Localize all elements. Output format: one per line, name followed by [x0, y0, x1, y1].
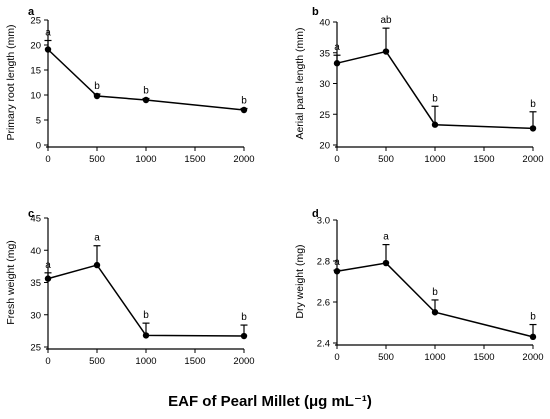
data-point	[333, 60, 341, 67]
x-tick-label: 1000	[135, 356, 156, 367]
y-tick-label: 25	[30, 343, 41, 354]
data-point	[240, 106, 248, 114]
significance-label: b	[432, 93, 438, 104]
y-tick-label: 35	[30, 278, 41, 289]
y-tick-label: 15	[30, 66, 41, 77]
y-tick-label: 20	[30, 41, 41, 52]
data-point	[333, 268, 341, 275]
y-tick-label: 0	[36, 141, 41, 152]
y-tick-label: 45	[30, 214, 41, 225]
data-point	[529, 125, 537, 132]
x-tick-label: 1500	[473, 154, 494, 165]
x-tick-label: 500	[378, 154, 394, 165]
panel-d: d 2.4 2.6 2.8 3.0 0 500 1000 1500 2000 Dry weight …	[294, 208, 544, 363]
panel-letter: a	[28, 6, 35, 18]
panel-a: a 0 5 10 15 20 25 0 500 1000 1500 2000 Primary root …	[5, 6, 255, 165]
data-point	[431, 309, 439, 316]
significance-label: a	[45, 28, 51, 39]
significance-label: b	[432, 287, 438, 298]
data-point	[529, 333, 537, 341]
y-tick-label: 20	[319, 141, 330, 152]
data-point	[93, 261, 101, 269]
significance-label: b	[94, 81, 100, 92]
y-tick-label: 5	[36, 116, 41, 127]
y-tick-label: 2.6	[317, 298, 330, 309]
y-axis-label: Dry weight (mg)	[294, 244, 306, 318]
y-tick-label: 25	[30, 16, 41, 27]
y-tick-label: 40	[319, 18, 330, 29]
y-tick-label: 3.0	[317, 216, 330, 227]
y-tick-label: 30	[30, 310, 41, 321]
data-point	[382, 48, 390, 55]
x-tick-label: 1500	[184, 154, 205, 165]
x-tick-label: 1500	[473, 352, 494, 363]
panel-letter: b	[312, 6, 319, 18]
series-line	[336, 262, 534, 338]
panel-letter: c	[28, 208, 34, 220]
significance-label: a	[334, 257, 340, 268]
x-tick-label: 2000	[522, 154, 543, 165]
series-line	[47, 264, 245, 337]
data-point	[142, 96, 150, 104]
significance-label: b	[241, 96, 247, 107]
y-axis-label: Fresh weight (mg)	[5, 240, 17, 325]
x-axis-title: EAF of Pearl Millet (μg mL⁻¹)	[168, 393, 372, 410]
x-tick-label: 0	[45, 356, 50, 367]
series-line	[336, 50, 534, 130]
significance-label: a	[383, 232, 389, 243]
x-tick-label: 2000	[233, 356, 254, 367]
y-tick-label: 2.4	[317, 339, 330, 350]
x-tick-label: 500	[89, 154, 105, 165]
panel-c: c 25 30 35 40 45 0 500 1000 1500 2000 Fresh weight …	[5, 208, 255, 367]
significance-label: b	[530, 312, 536, 323]
x-tick-label: 1000	[135, 154, 156, 165]
y-tick-label: 40	[30, 246, 41, 257]
x-tick-label: 0	[334, 352, 339, 363]
x-tick-label: 1500	[184, 356, 205, 367]
panel-b: b 20 25 30 35 40 0 500 1000 1500 2000 Aerial parts …	[294, 6, 544, 165]
x-tick-label: 1000	[424, 352, 445, 363]
y-tick-label: 30	[319, 79, 330, 90]
data-point	[431, 121, 439, 128]
data-point	[142, 332, 150, 339]
significance-label: b	[241, 312, 247, 323]
significance-label: ab	[380, 15, 392, 26]
significance-label: a	[45, 260, 51, 271]
x-tick-label: 500	[378, 352, 394, 363]
y-axis-label: Primary root length (mm)	[5, 24, 17, 140]
y-tick-label: 35	[319, 48, 330, 59]
y-axis-label: Aerial parts length (mm)	[294, 27, 306, 139]
x-tick-label: 1000	[424, 154, 445, 165]
data-point	[44, 46, 52, 53]
x-tick-label: 0	[45, 154, 50, 165]
significance-label: b	[143, 310, 149, 321]
y-tick-label: 10	[30, 91, 41, 102]
series-line	[47, 48, 245, 111]
y-tick-label: 25	[319, 110, 330, 121]
significance-label: b	[530, 99, 536, 110]
panel-letter: d	[312, 208, 319, 220]
x-tick-label: 2000	[233, 154, 254, 165]
significance-label: a	[94, 233, 100, 244]
x-tick-label: 500	[89, 356, 105, 367]
data-point	[240, 332, 248, 340]
significance-label: a	[334, 42, 340, 53]
data-point	[44, 275, 52, 282]
y-tick-label: 2.8	[317, 257, 330, 268]
x-tick-label: 0	[334, 154, 339, 165]
data-point	[382, 259, 390, 267]
significance-label: b	[143, 86, 149, 97]
data-point	[93, 92, 101, 100]
x-tick-label: 2000	[522, 352, 543, 363]
